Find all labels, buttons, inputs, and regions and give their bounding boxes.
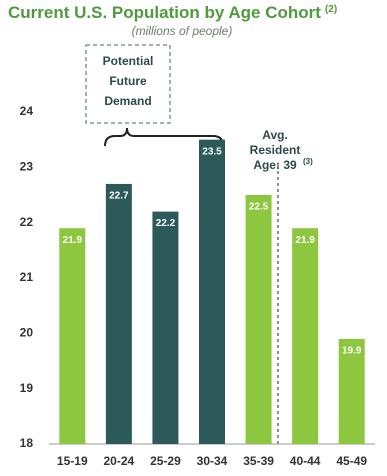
x-tick-label: 40-44 [290, 454, 321, 468]
value-label: 19.9 [342, 346, 362, 357]
value-label: 21.9 [295, 235, 315, 246]
bar [152, 211, 179, 444]
y-tick-label: 20 [20, 326, 34, 340]
avg-label: Resident [250, 143, 301, 157]
chart-subtitle: (millions of people) [132, 24, 233, 38]
value-label: 22.5 [249, 202, 269, 213]
value-label: 22.2 [156, 218, 176, 229]
demand-box [85, 44, 171, 124]
x-tick-label: 45-49 [336, 454, 367, 468]
avg-label: Age: 39 [253, 158, 297, 172]
y-tick-label: 18 [20, 436, 34, 450]
y-tick-label: 24 [20, 104, 34, 118]
y-tick-label: 22 [20, 215, 34, 229]
x-tick-label: 15-19 [57, 454, 88, 468]
demand-label: Future [109, 74, 147, 88]
brace [104, 127, 224, 147]
demand-label: Potential [103, 54, 154, 68]
y-tick-label: 23 [20, 160, 34, 174]
bar [292, 228, 319, 444]
bar [338, 338, 365, 444]
avg-label: Avg. [262, 128, 288, 142]
avg-note: (3) [303, 157, 313, 166]
value-label: 22.7 [109, 191, 129, 202]
x-tick-label: 20-24 [104, 454, 135, 468]
bar [105, 183, 132, 444]
bar [245, 195, 272, 444]
title-note: (2) [325, 4, 337, 15]
value-label: 23.5 [202, 146, 222, 157]
bar [59, 228, 86, 444]
x-tick-label: 25-29 [150, 454, 181, 468]
x-tick-label: 35-39 [243, 454, 274, 468]
demand-label: Demand [104, 94, 151, 108]
value-label: 21.9 [63, 235, 83, 246]
x-tick-label: 30-34 [197, 454, 228, 468]
y-tick-label: 21 [20, 270, 34, 284]
title-text: Current U.S. Population by Age Cohort [8, 3, 321, 22]
bar [199, 139, 225, 444]
chart-title: Current U.S. Population by Age Cohort (2) [8, 3, 337, 22]
y-tick-label: 19 [20, 381, 34, 395]
